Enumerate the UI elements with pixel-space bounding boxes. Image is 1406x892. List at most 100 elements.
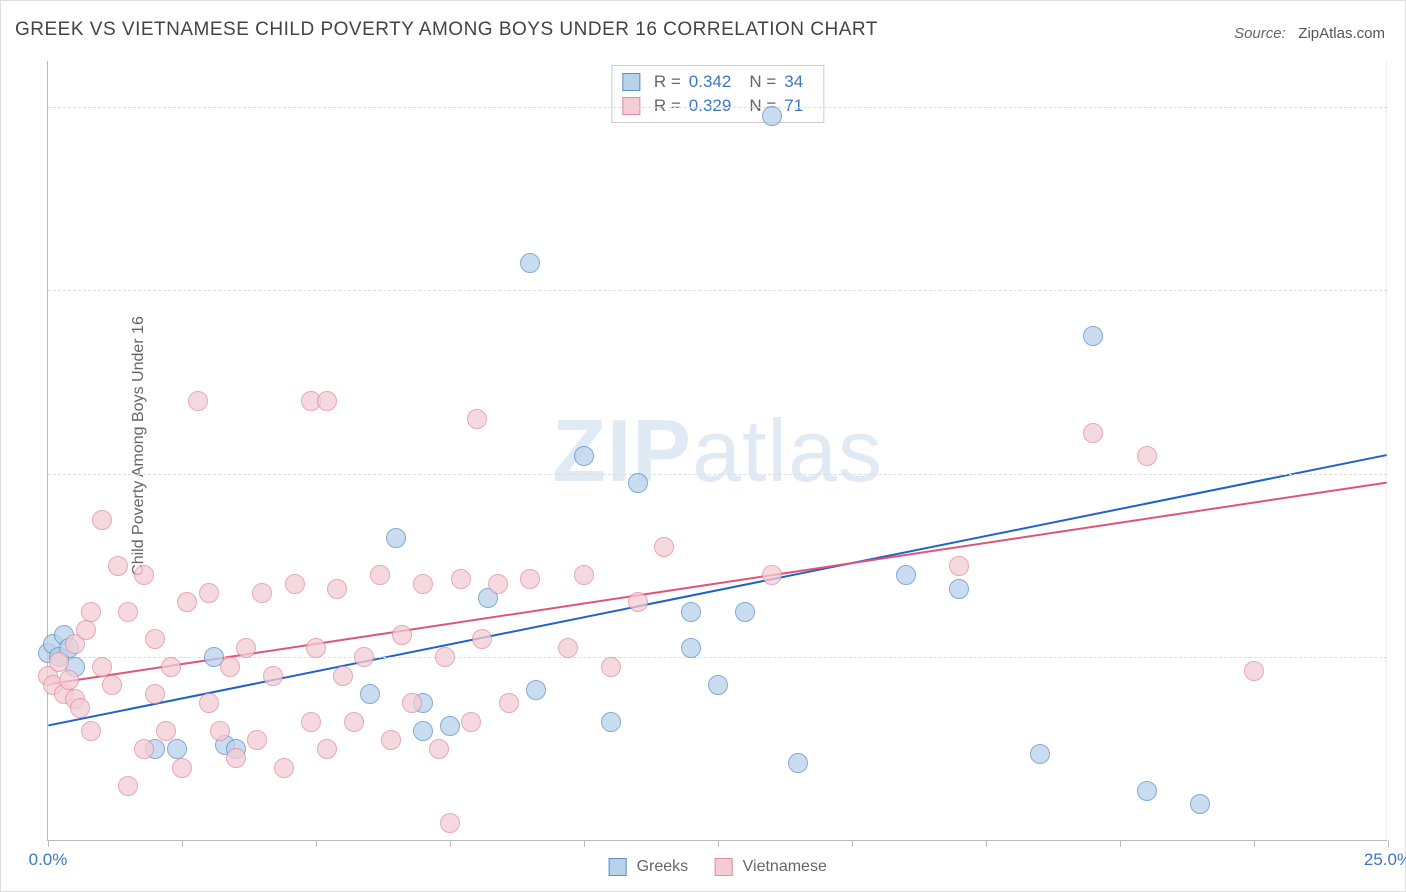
data-point-vietnamese (1137, 446, 1157, 466)
data-point-vietnamese (199, 693, 219, 713)
data-point-vietnamese (285, 574, 305, 594)
data-point-vietnamese (81, 721, 101, 741)
x-tick (450, 840, 451, 847)
data-point-vietnamese (488, 574, 508, 594)
x-tick (986, 840, 987, 847)
chart-card: GREEK VS VIETNAMESE CHILD POVERTY AMONG … (0, 0, 1406, 892)
source-value: ZipAtlas.com (1298, 25, 1385, 42)
data-point-greeks (167, 739, 187, 759)
gridline-y (48, 107, 1387, 108)
data-point-greeks (735, 602, 755, 622)
data-point-vietnamese (413, 574, 433, 594)
legend-item-greeks: Greeks (608, 858, 688, 876)
data-point-vietnamese (327, 579, 347, 599)
data-point-vietnamese (499, 693, 519, 713)
data-point-vietnamese (81, 602, 101, 622)
data-point-greeks (360, 684, 380, 704)
data-point-vietnamese (949, 556, 969, 576)
data-point-greeks (386, 528, 406, 548)
x-tick (182, 840, 183, 847)
r-value-greeks: 0.342 (689, 72, 732, 92)
data-point-vietnamese (199, 583, 219, 603)
gridline-y (48, 290, 1387, 291)
data-point-vietnamese (317, 739, 337, 759)
watermark-text: ZIPatlas (552, 400, 883, 502)
swatch-greeks-icon (622, 73, 640, 91)
x-tick-label: 25.0% (1364, 850, 1406, 870)
data-point-vietnamese (76, 620, 96, 640)
data-point-vietnamese (102, 675, 122, 695)
data-point-vietnamese (461, 712, 481, 732)
chart-source: Source: ZipAtlas.com (1234, 25, 1385, 42)
watermark-bold: ZIP (552, 401, 692, 500)
data-point-vietnamese (252, 583, 272, 603)
legend-label-greeks: Greeks (637, 858, 689, 875)
legend-item-vietnamese: Vietnamese (714, 858, 827, 876)
data-point-vietnamese (210, 721, 230, 741)
data-point-vietnamese (226, 748, 246, 768)
data-point-vietnamese (472, 629, 492, 649)
swatch-vietnamese-icon (714, 858, 732, 876)
data-point-vietnamese (188, 391, 208, 411)
x-tick (584, 840, 585, 847)
data-point-vietnamese (172, 758, 192, 778)
data-point-vietnamese (558, 638, 578, 658)
gridline-y (48, 474, 1387, 475)
data-point-greeks (1083, 326, 1103, 346)
data-point-vietnamese (49, 652, 69, 672)
data-point-vietnamese (520, 569, 540, 589)
data-point-vietnamese (344, 712, 364, 732)
data-point-greeks (440, 716, 460, 736)
data-point-greeks (1030, 744, 1050, 764)
watermark-rest: atlas (692, 401, 883, 500)
data-point-vietnamese (429, 739, 449, 759)
source-label: Source: (1234, 25, 1286, 42)
x-tick (1120, 840, 1121, 847)
data-point-vietnamese (134, 565, 154, 585)
legend-row-greeks: R = 0.342 N = 34 (622, 70, 813, 94)
data-point-vietnamese (381, 730, 401, 750)
swatch-greeks-icon (608, 858, 626, 876)
x-tick (48, 840, 49, 847)
data-point-vietnamese (628, 592, 648, 612)
data-point-vietnamese (1083, 423, 1103, 443)
data-point-greeks (526, 680, 546, 700)
data-point-vietnamese (440, 813, 460, 833)
data-point-vietnamese (317, 391, 337, 411)
r-label: R = (654, 72, 681, 92)
data-point-vietnamese (306, 638, 326, 658)
data-point-vietnamese (1244, 661, 1264, 681)
data-point-vietnamese (236, 638, 256, 658)
data-point-greeks (708, 675, 728, 695)
data-point-vietnamese (762, 565, 782, 585)
data-point-vietnamese (354, 647, 374, 667)
trend-lines-layer (48, 61, 1387, 840)
x-tick-label: 0.0% (29, 850, 68, 870)
data-point-vietnamese (118, 602, 138, 622)
data-point-vietnamese (601, 657, 621, 677)
data-point-greeks (628, 473, 648, 493)
data-point-greeks (1137, 781, 1157, 801)
legend-label-vietnamese: Vietnamese (743, 858, 827, 875)
scatter-plot-area: ZIPatlas R = 0.342 N = 34 R = 0.329 N = … (47, 61, 1387, 841)
data-point-greeks (788, 753, 808, 773)
n-label: N = (749, 72, 776, 92)
data-point-vietnamese (263, 666, 283, 686)
data-point-vietnamese (177, 592, 197, 612)
data-point-vietnamese (145, 684, 165, 704)
data-point-vietnamese (59, 670, 79, 690)
data-point-greeks (949, 579, 969, 599)
data-point-greeks (681, 602, 701, 622)
data-point-vietnamese (247, 730, 267, 750)
data-point-vietnamese (392, 625, 412, 645)
data-point-vietnamese (161, 657, 181, 677)
data-point-greeks (896, 565, 916, 585)
data-point-vietnamese (108, 556, 128, 576)
data-point-vietnamese (156, 721, 176, 741)
plot-right-border (1386, 61, 1387, 840)
data-point-vietnamese (274, 758, 294, 778)
data-point-vietnamese (220, 657, 240, 677)
data-point-vietnamese (118, 776, 138, 796)
data-point-vietnamese (402, 693, 422, 713)
data-point-vietnamese (301, 712, 321, 732)
